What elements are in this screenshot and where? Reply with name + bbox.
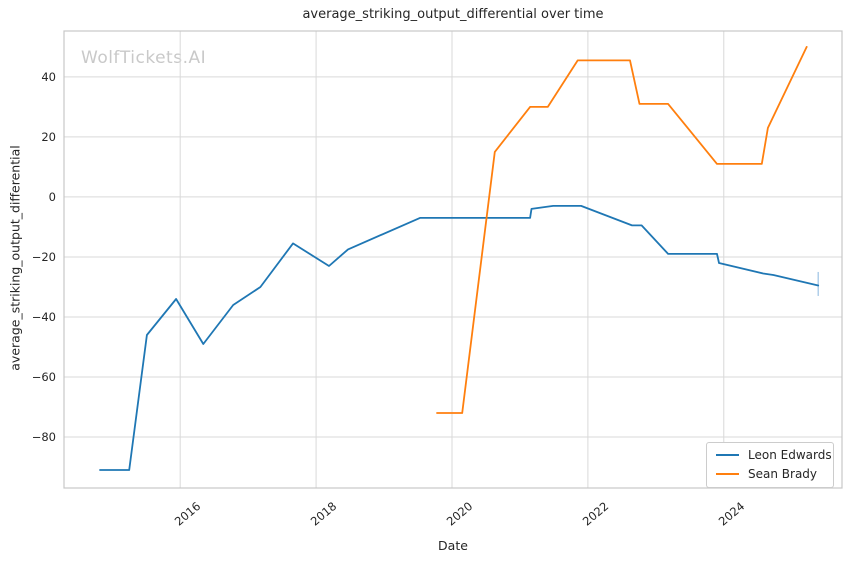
series-line-leon-edwards[interactable] bbox=[99, 204, 820, 471]
legend[interactable]: Leon Edwards Sean Brady bbox=[706, 442, 834, 488]
y-axis-label: average_striking_output_differential bbox=[7, 145, 23, 371]
plot-border bbox=[63, 30, 843, 489]
chart-title: average_striking_output_differential ove… bbox=[302, 7, 604, 22]
y-tick-label: 0 bbox=[48, 189, 56, 204]
legend-line-sample-blue bbox=[716, 454, 739, 456]
legend-item-sean-brady[interactable]: Sean Brady bbox=[716, 467, 825, 481]
y-tick-label: 40 bbox=[41, 69, 56, 84]
y-tick-label: −40 bbox=[31, 309, 56, 324]
watermark: WolfTickets.AI bbox=[81, 48, 207, 68]
series-line-sean-brady[interactable] bbox=[436, 46, 808, 414]
legend-line-sample-orange bbox=[716, 473, 739, 475]
x-axis-label: Date bbox=[438, 538, 468, 553]
legend-item-leon-edwards[interactable]: Leon Edwards bbox=[716, 448, 832, 462]
y-tick-label: −20 bbox=[31, 249, 56, 264]
y-tick-label: −60 bbox=[31, 369, 56, 384]
legend-label-leon-edwards: Leon Edwards bbox=[748, 448, 832, 462]
legend-label-sean-brady: Sean Brady bbox=[748, 467, 818, 481]
y-tick-label: 20 bbox=[41, 129, 56, 144]
y-tick-label: −80 bbox=[31, 429, 56, 444]
